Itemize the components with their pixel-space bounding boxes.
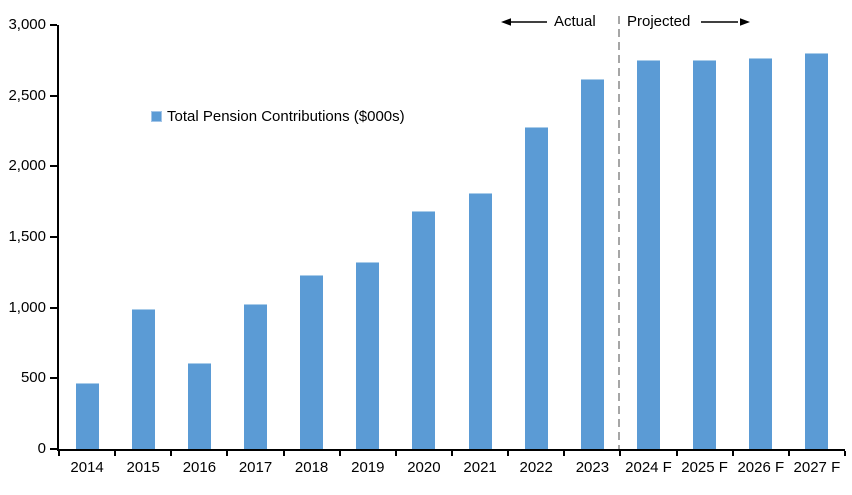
y-tick-label: 1,000 <box>8 298 46 316</box>
y-tick-label: 0 <box>37 440 46 457</box>
x-tick-label: 2020 <box>407 459 441 476</box>
x-tick-label: 2017 <box>238 459 273 476</box>
actual-projected-divider <box>618 16 620 449</box>
x-tick-label: 2025 F <box>681 459 728 476</box>
bar-2019 <box>356 262 380 449</box>
x-tick-label: 2022 <box>519 459 553 476</box>
x-tick-label: 2014 <box>70 459 104 476</box>
y-tick-label: 3,000 <box>8 16 46 33</box>
bars-layer <box>59 25 845 449</box>
y-axis-tick <box>50 165 57 168</box>
actual-annotation-label: Actual <box>554 13 596 30</box>
bar-2025-F <box>693 60 717 449</box>
y-axis-tick <box>50 306 57 309</box>
x-axis-tick <box>394 451 397 456</box>
y-axis-tick <box>50 377 57 380</box>
x-axis-tick <box>563 451 566 456</box>
y-axis-tick <box>50 448 57 450</box>
x-axis-tick <box>282 451 285 456</box>
bar-2027-F <box>805 53 829 449</box>
x-tick-label: 2018 <box>294 459 329 476</box>
x-axis-tick <box>451 451 453 456</box>
x-axis-tick <box>787 451 790 456</box>
y-tick-label: 2,000 <box>8 157 46 175</box>
bar-2023 <box>580 79 604 449</box>
bar-2022 <box>524 126 548 449</box>
bar-2015 <box>131 309 155 449</box>
legend: Total Pension Contributions ($000s) <box>151 108 405 125</box>
x-tick-label: 2015 <box>126 459 160 476</box>
y-axis-line <box>57 25 59 451</box>
y-tick-label: 1,500 <box>8 228 46 245</box>
bar-2017 <box>244 304 267 449</box>
x-tick-label: 2021 <box>463 459 497 476</box>
legend-label: Total Pension Contributions ($000s) <box>167 108 405 125</box>
x-axis-tick <box>507 451 510 456</box>
bar-2024-F <box>637 59 660 449</box>
x-tick-label: 2026 F <box>737 459 785 476</box>
bar-2016 <box>187 362 211 449</box>
x-axis-tick <box>338 451 341 456</box>
x-axis-tick <box>58 451 60 456</box>
bar-2021 <box>468 192 492 449</box>
bar-2026-F <box>749 57 773 449</box>
y-axis-tick <box>50 236 57 238</box>
x-tick-label: 2023 <box>575 459 610 476</box>
x-tick-label: 2019 <box>351 459 385 476</box>
y-axis-tick <box>50 24 57 26</box>
x-tick-label: 2024 F <box>625 459 672 476</box>
x-tick-label: 2016 <box>182 459 217 476</box>
y-tick-label: 2,500 <box>8 86 46 104</box>
bar-2020 <box>412 210 436 449</box>
left-arrow-icon <box>501 18 547 26</box>
right-arrow-icon <box>701 18 750 26</box>
x-axis-tick <box>675 451 678 456</box>
x-axis-tick <box>731 451 734 456</box>
legend-swatch-icon <box>151 111 162 122</box>
x-tick-label: 2027 F <box>793 459 841 476</box>
bar-2018 <box>300 275 324 449</box>
x-axis-line <box>57 449 845 451</box>
projected-annotation-label: Projected <box>627 13 691 30</box>
x-axis-tick <box>114 451 117 456</box>
x-axis-tick <box>226 451 229 456</box>
x-axis-tick <box>170 451 173 456</box>
bar-2014 <box>75 383 99 449</box>
x-axis-tick <box>844 451 846 456</box>
y-tick-label: 500 <box>20 369 46 387</box>
y-axis-tick <box>50 94 57 97</box>
x-axis-tick <box>619 451 622 456</box>
